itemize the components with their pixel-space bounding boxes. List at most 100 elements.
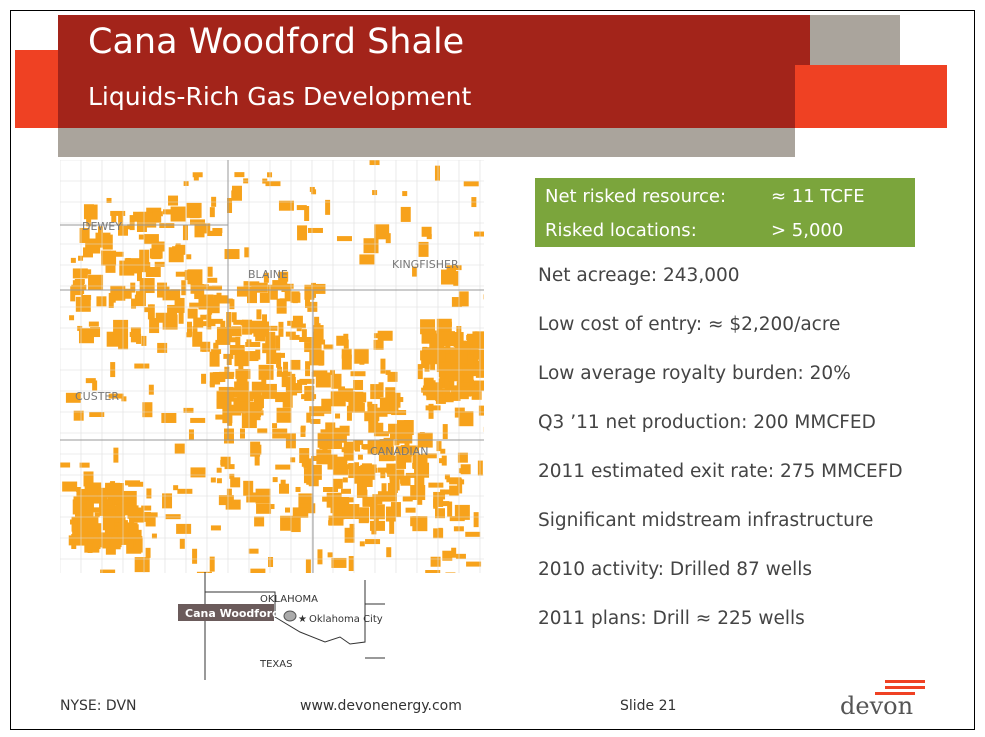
acreage (174, 297, 185, 313)
acreage (104, 518, 115, 534)
acreage (343, 339, 349, 350)
inset-play: Cana Woodford (185, 607, 280, 620)
acreage (421, 226, 432, 237)
acreage (187, 269, 203, 285)
acreage (255, 349, 261, 360)
acreage (129, 331, 140, 337)
acreage (290, 457, 296, 463)
acreage (385, 233, 391, 244)
grey-bar (58, 128, 795, 157)
acreage (414, 476, 425, 492)
acreage (257, 428, 268, 434)
acreage (372, 190, 378, 196)
acreage (450, 385, 461, 401)
acreage (296, 321, 302, 332)
acreage (60, 462, 71, 468)
acreage (311, 456, 317, 462)
acreage (122, 327, 128, 343)
acreage (332, 478, 343, 489)
acreage (315, 283, 326, 294)
acreage (458, 291, 469, 307)
map: DEWEY BLAINE KINGFISHER CUSTER CANADIAN (60, 160, 484, 573)
acreage (290, 359, 301, 370)
acreage (449, 479, 465, 485)
acreage (445, 572, 456, 573)
acreage (427, 382, 443, 398)
acreage (87, 526, 93, 537)
acreage (254, 450, 260, 466)
acreage (175, 271, 186, 277)
acreage (329, 369, 335, 375)
acreage (210, 477, 216, 483)
acreage (193, 317, 204, 328)
bullet: Low cost of entry: ≈ $2,200/acre (538, 314, 841, 335)
acreage (324, 430, 335, 446)
acreage (335, 497, 346, 513)
acreage (348, 556, 354, 572)
acreage (421, 453, 437, 459)
acreage (310, 418, 321, 424)
acreage (88, 321, 99, 327)
acreage (445, 361, 461, 372)
acreage (361, 463, 372, 474)
acreage (215, 414, 226, 420)
url[interactable]: www.devonenergy.com (300, 698, 462, 714)
acreage (234, 172, 245, 178)
acreage (77, 519, 88, 535)
acreage (474, 231, 484, 237)
acreage (367, 401, 373, 407)
acreage (301, 461, 312, 467)
acreage (216, 398, 232, 409)
acreage (106, 197, 112, 203)
acreage (212, 227, 223, 233)
acreage (380, 468, 386, 479)
acreage (434, 501, 450, 507)
acreage (359, 541, 365, 547)
acreage (215, 339, 231, 345)
acreage (332, 508, 343, 519)
acreage (210, 525, 221, 531)
acreage (377, 330, 393, 341)
acreage (325, 422, 336, 438)
acreage (222, 408, 233, 424)
acreage (216, 292, 222, 303)
acreage (112, 528, 118, 544)
acreage (323, 344, 334, 350)
bullet: Net acreage: 243,000 (538, 265, 740, 286)
acreage (299, 448, 310, 464)
acreage (72, 280, 83, 296)
acreage (377, 411, 388, 417)
acreage (92, 380, 98, 391)
acreage (305, 559, 311, 573)
acreage (259, 292, 270, 303)
acreage (350, 371, 366, 377)
acreage (403, 420, 414, 436)
acreage (281, 372, 287, 388)
county-label: BLAINE (248, 268, 288, 281)
acreage (301, 394, 317, 400)
acreage (72, 268, 88, 279)
acreage (176, 523, 192, 534)
acreage (381, 491, 397, 502)
acreage (154, 261, 165, 267)
acreage (236, 379, 247, 385)
acreage (410, 516, 421, 527)
acreage (254, 516, 265, 527)
acreage (149, 318, 160, 334)
acreage (425, 570, 441, 573)
acreage (344, 527, 355, 543)
acreage (263, 345, 269, 351)
acreage (165, 514, 181, 520)
acreage (438, 392, 454, 403)
acreage (120, 539, 136, 545)
acreage (456, 381, 472, 387)
acreage (243, 480, 254, 496)
acreage (385, 369, 391, 375)
acreage (70, 286, 76, 302)
acreage (75, 296, 91, 312)
acreage (368, 422, 384, 433)
acreage (359, 507, 370, 523)
acreage (201, 373, 207, 384)
acreage (444, 474, 450, 480)
acreage (363, 238, 379, 254)
